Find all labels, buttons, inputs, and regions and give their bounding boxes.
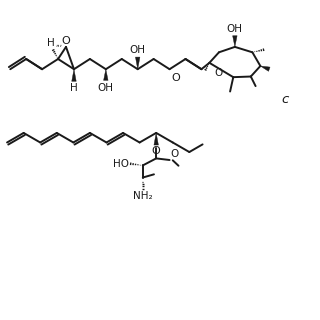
Text: H: H: [70, 83, 78, 93]
Polygon shape: [104, 69, 108, 80]
Polygon shape: [154, 133, 158, 145]
Text: O: O: [171, 73, 180, 83]
Text: O: O: [170, 149, 178, 159]
Polygon shape: [72, 69, 76, 81]
Text: O: O: [152, 146, 161, 156]
Text: O: O: [62, 36, 70, 46]
Text: H: H: [47, 38, 55, 48]
Text: ,,,: ,,,: [56, 39, 63, 49]
Text: OH: OH: [227, 23, 243, 34]
Polygon shape: [135, 57, 140, 69]
Text: c: c: [281, 93, 288, 106]
Text: OH: OH: [130, 45, 146, 55]
Text: OH: OH: [98, 83, 114, 92]
Polygon shape: [233, 36, 237, 47]
Polygon shape: [260, 66, 270, 71]
Text: HO: HO: [113, 158, 129, 169]
Text: NH₂: NH₂: [133, 191, 153, 201]
Text: O: O: [215, 68, 223, 78]
